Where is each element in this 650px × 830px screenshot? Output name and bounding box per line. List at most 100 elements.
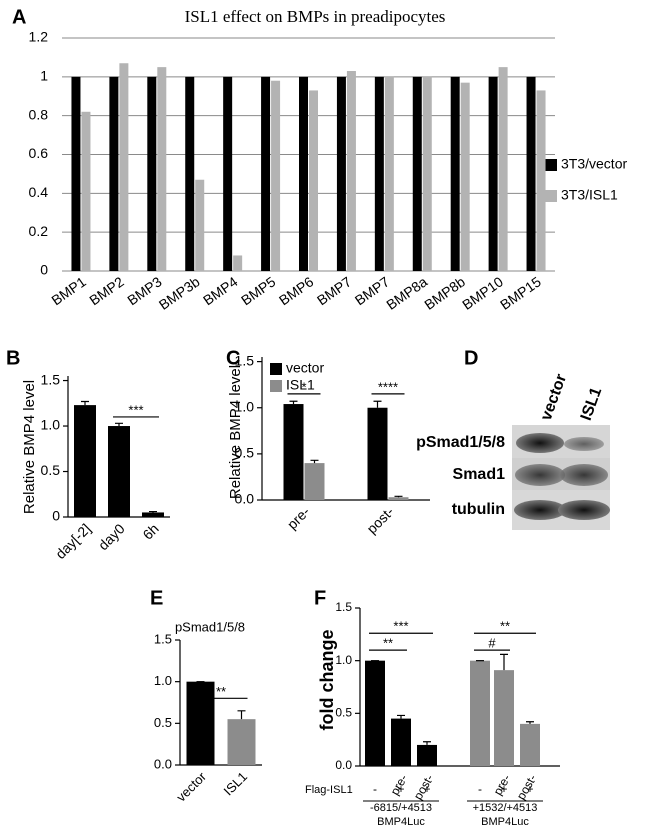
bar	[261, 76, 271, 271]
y-axis-label: Relative BMP4 level	[227, 365, 244, 499]
row-value: -	[373, 782, 377, 796]
x-tick-label: BMP3b	[156, 273, 203, 313]
blot-band	[558, 500, 610, 520]
bar	[119, 63, 129, 271]
panel-letter: E	[150, 587, 163, 609]
bar	[391, 718, 411, 766]
error-bar	[397, 714, 405, 719]
x-tick-label: day0	[95, 520, 128, 553]
error-bar	[526, 721, 534, 724]
bar	[460, 82, 470, 272]
blot-band	[564, 437, 604, 451]
bar	[526, 76, 536, 271]
row-value: +	[397, 782, 404, 796]
group-label: BMP4Luc	[481, 816, 529, 828]
y-tick-label: 0.0	[154, 756, 172, 771]
row-label: Flag-ISL1	[305, 784, 353, 796]
panel-letter: C	[226, 347, 240, 369]
legend-swatch	[545, 190, 557, 202]
y-tick-label: 0.4	[29, 184, 49, 200]
error-bar	[81, 400, 89, 406]
bar	[304, 463, 325, 500]
y-tick-label: 1.5	[235, 352, 255, 368]
y-tick-label: 1.0	[235, 398, 255, 414]
y-tick-label: 0.6	[29, 145, 49, 161]
bar	[412, 76, 422, 271]
y-tick-label: 1.0	[154, 673, 172, 688]
legend-label: 3T3/vector	[561, 156, 627, 172]
error-bar	[310, 459, 319, 464]
error-bar	[373, 400, 382, 408]
bar	[108, 426, 130, 517]
bar	[309, 90, 318, 271]
y-tick-label: 0.2	[29, 223, 49, 239]
y-axis-label: Relative BMP4 level	[21, 380, 38, 514]
bar	[147, 76, 157, 271]
y-tick-label: 1	[40, 68, 48, 84]
x-tick-label: ISL1	[221, 769, 251, 799]
y-tick-label: 0.5	[41, 462, 61, 478]
significance-label: **	[500, 619, 510, 634]
x-tick-label: day[-2]	[52, 520, 94, 562]
legend-label: 3T3/ISL1	[561, 187, 618, 203]
legend-swatch	[270, 363, 282, 375]
lane-label: ISL1	[578, 385, 606, 423]
blot-row-label: pSmad1/5/8	[416, 434, 505, 451]
blot-band	[515, 464, 565, 486]
legend-label: vector	[286, 360, 324, 376]
bar	[488, 76, 498, 271]
y-tick-label: 0.5	[235, 445, 255, 461]
significance-label: **	[383, 636, 393, 651]
y-tick-label: 1.0	[41, 417, 61, 433]
bar	[109, 76, 119, 271]
x-tick-label: BMP5	[238, 273, 279, 308]
bar	[450, 76, 460, 271]
x-tick-label: post-	[363, 503, 397, 537]
bar	[367, 407, 388, 500]
y-tick-label: 0.0	[235, 491, 255, 507]
bar	[346, 71, 356, 271]
legend-swatch	[270, 380, 282, 392]
x-tick-label: BMP1	[48, 273, 89, 308]
bar	[388, 497, 409, 500]
bar	[185, 76, 195, 271]
row-value: +	[526, 782, 533, 796]
bar	[336, 76, 346, 271]
panel-letter: A	[12, 6, 26, 28]
y-tick-label: 1.2	[29, 29, 49, 45]
bar	[365, 660, 385, 766]
chart-title: pSmad1/5/8	[175, 619, 245, 634]
panel-letter: D	[464, 347, 478, 369]
x-tick-label: BMP4	[200, 273, 241, 308]
bar	[233, 255, 243, 271]
bar	[195, 179, 205, 271]
y-tick-label: 1.5	[154, 631, 172, 646]
row-value: +	[500, 782, 507, 796]
bar	[142, 512, 164, 517]
bar	[157, 67, 167, 271]
bar	[494, 670, 514, 766]
y-tick-label: 1.0	[335, 653, 352, 667]
x-tick-label: vector	[173, 768, 209, 804]
y-tick-label: 0.5	[335, 706, 352, 720]
y-tick-label: 0.8	[29, 106, 49, 122]
bar	[384, 76, 394, 271]
bar	[299, 76, 308, 271]
bar	[223, 76, 233, 271]
bar	[470, 660, 490, 766]
bar	[81, 111, 91, 272]
bar	[422, 76, 432, 271]
lane-label: vector	[538, 372, 570, 423]
bar	[520, 723, 540, 766]
y-tick-label: 0.5	[154, 715, 172, 730]
y-tick-label: 1.5	[335, 600, 352, 614]
error-bar	[237, 710, 246, 720]
group-label: BMP4Luc	[377, 816, 425, 828]
significance-label: ***	[128, 402, 143, 417]
error-bar	[394, 495, 403, 498]
x-tick-label: BMP8b	[421, 273, 468, 313]
blot-band	[514, 500, 566, 520]
x-tick-label: BMP10	[459, 273, 506, 313]
group-label: +1532/+4513	[473, 802, 538, 814]
